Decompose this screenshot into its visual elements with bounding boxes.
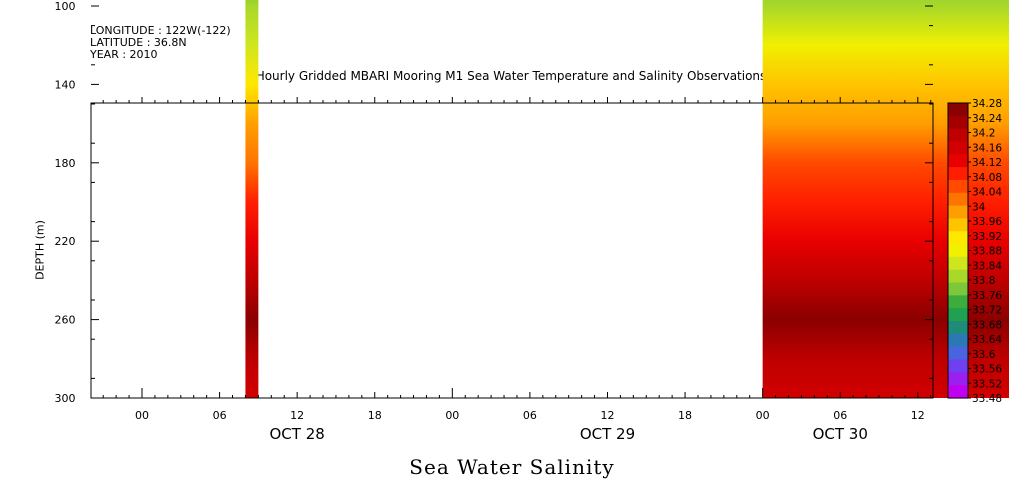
y-tick-label: 100: [55, 0, 76, 13]
latitude-label: LATITUDE : 36.8N: [90, 36, 187, 49]
x-tick-label: 00: [135, 409, 149, 422]
x-tick-label: 00: [445, 409, 459, 422]
colorbar-label: 33.92: [972, 231, 1002, 243]
colorbar-label: 33.56: [972, 364, 1002, 376]
colorbar-swatch: [948, 308, 968, 322]
colorbar-label: 33.6: [972, 349, 996, 361]
colorbar-label: 33.88: [972, 246, 1002, 258]
colorbar-label: 33.68: [972, 319, 1002, 331]
colorbar-label: 34: [972, 201, 986, 213]
colorbar-swatch: [948, 154, 968, 168]
colorbar-label: 33.76: [972, 290, 1002, 302]
colorbar-swatch: [948, 333, 968, 348]
y-tick-label: 140: [55, 78, 76, 91]
colorbar-label: 34.2: [972, 128, 995, 140]
x-tick-label: 00: [756, 409, 770, 422]
y-tick-label: 180: [55, 157, 76, 170]
colorbar-swatch: [948, 179, 968, 194]
colorbar-label: 34.08: [972, 172, 1002, 184]
colorbar-swatch: [948, 321, 968, 335]
year-label: YEAR : 2010: [90, 48, 158, 61]
colorbar-swatch: [948, 205, 968, 220]
x-date-label: OCT 30: [813, 425, 868, 443]
x-tick-label: 18: [368, 409, 382, 422]
longitude-label: LONGITUDE : 122W(-122): [90, 24, 231, 37]
axes-layer: 2060100140180220260300000612180006121800…: [55, 0, 933, 443]
colorbar-label: 34.24: [972, 113, 1002, 125]
colorbar-swatch: [948, 295, 968, 309]
x-tick-label: 18: [678, 409, 692, 422]
colorbar-swatch: [948, 167, 968, 181]
colorbar-label: 33.84: [972, 260, 1002, 272]
colorbar-label: 33.8: [972, 275, 995, 287]
x-tick-label: 06: [523, 409, 537, 422]
colorbar-swatch: [948, 256, 968, 271]
x-tick-label: 12: [911, 409, 925, 422]
y-tick-label: 220: [55, 235, 76, 248]
colorbar-swatch: [948, 218, 968, 232]
colorbar-label: 33.72: [972, 305, 1002, 317]
y-tick-label: 260: [55, 314, 76, 327]
colorbar-swatch: [948, 103, 968, 117]
x-tick-label: 06: [833, 409, 847, 422]
x-date-label: OCT 29: [580, 425, 635, 443]
colorbar-swatch: [948, 231, 968, 245]
x-tick-label: 12: [290, 409, 304, 422]
colorbar: 34.28 34.24 34.2 34.16 34.12 34.08 34.04 34 33.9…: [947, 98, 1002, 405]
colorbar-label: 34.16: [972, 142, 1002, 154]
colorbar-swatch: [948, 244, 968, 258]
colorbar-label: 33.48: [972, 393, 1002, 405]
colorbar-label: 34.28: [972, 98, 1002, 110]
x-date-label: OCT 28: [270, 425, 325, 443]
colorbar-swatch: [948, 359, 968, 373]
plot-frame: [90, 102, 934, 399]
colorbar-swatch: [948, 115, 968, 130]
colorbar-label: 33.64: [972, 334, 1002, 346]
colorbar-swatch: [948, 269, 968, 284]
colorbar-label: 33.96: [972, 216, 1002, 228]
colorbar-label: 34.04: [972, 187, 1002, 199]
data-layer: [245, 0, 1009, 399]
colorbar-swatch: [948, 128, 968, 143]
colorbar-label: 33.52: [972, 378, 1002, 390]
colorbar-swatch: [948, 346, 968, 361]
x-tick-label: 06: [213, 409, 227, 422]
chart-title: Hourly Gridded MBARI Mooring M1 Sea Wate…: [255, 69, 767, 83]
data-column-1: [245, 0, 259, 399]
colorbar-swatch: [948, 372, 968, 386]
colorbar-swatch: [948, 192, 968, 207]
colorbar-swatch: [948, 141, 968, 155]
colorbar-label: 34.12: [972, 157, 1002, 169]
colorbar-swatch: [948, 385, 968, 399]
x-tick-label: 12: [600, 409, 614, 422]
colorbar-swatch: [948, 282, 968, 296]
y-tick-label: 300: [55, 392, 76, 405]
chart-caption: Sea Water Salinity: [409, 455, 615, 479]
